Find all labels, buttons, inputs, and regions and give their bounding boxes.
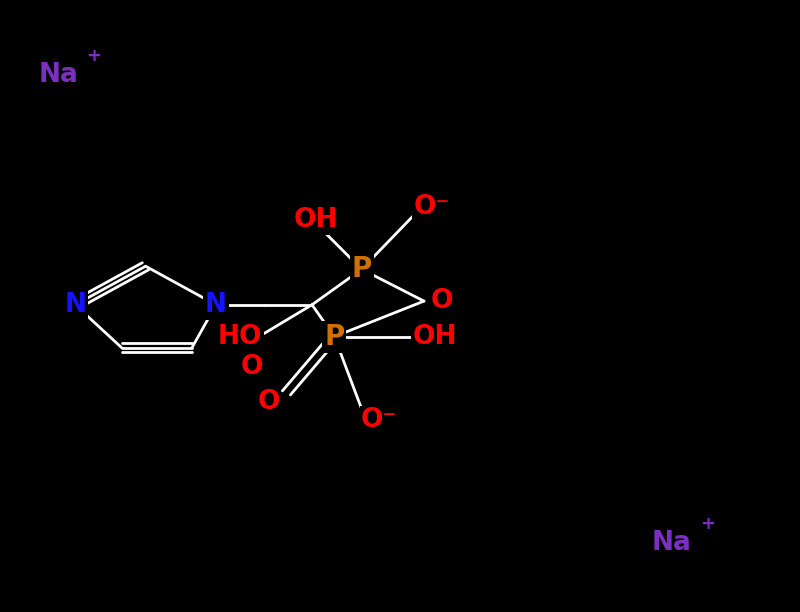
Text: +: + [86, 47, 102, 65]
Text: HO: HO [218, 324, 262, 349]
Text: O: O [241, 354, 263, 380]
Text: N: N [205, 292, 227, 318]
Text: OH: OH [412, 324, 457, 349]
Text: O: O [430, 288, 453, 314]
Text: O: O [258, 389, 280, 415]
Text: N: N [64, 292, 86, 318]
Text: O⁻: O⁻ [361, 407, 398, 433]
Text: Na: Na [652, 531, 692, 556]
Text: +: + [700, 515, 715, 534]
Text: P: P [351, 255, 372, 283]
Text: Na: Na [38, 62, 78, 88]
Text: P: P [324, 323, 345, 351]
Text: O⁻: O⁻ [414, 194, 450, 220]
Text: OH: OH [294, 207, 338, 233]
